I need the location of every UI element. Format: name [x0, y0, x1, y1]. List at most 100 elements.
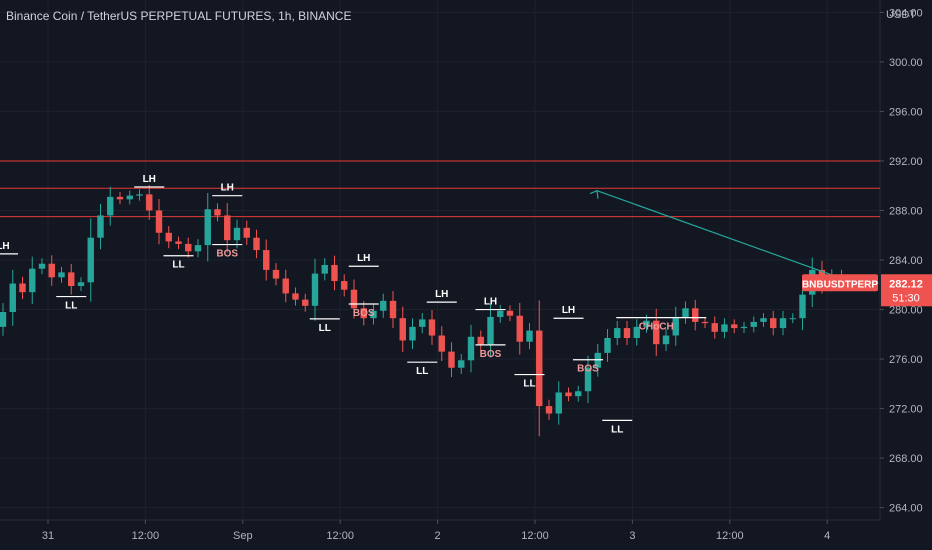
- time-axis[interactable]: 31 12:00 Sep 12:00 2 12:00 3 12:00 4: [42, 520, 830, 542]
- candle-body: [97, 215, 104, 238]
- y-tick-label: 304.00: [889, 7, 923, 19]
- candle-body: [253, 237, 260, 251]
- candle-body: [243, 227, 250, 238]
- annotation-lh: LH: [221, 183, 234, 194]
- y-tick-label: 268.00: [889, 453, 923, 465]
- candle-body: [584, 367, 592, 392]
- candle-body: [116, 196, 124, 200]
- candle-body: [155, 210, 163, 233]
- annotation-ll: LL: [416, 366, 428, 377]
- candle-body: [555, 392, 562, 414]
- chart-title: Binance Coin / TetherUS PERPETUAL FUTURE…: [6, 9, 352, 23]
- candle-body: [516, 315, 523, 342]
- candle-body: [126, 195, 133, 200]
- candle-body: [662, 335, 670, 345]
- candle-body: [682, 308, 689, 317]
- annotation-ll: LL: [523, 379, 535, 390]
- annotation-lh: LH: [484, 297, 497, 308]
- candle-body: [409, 326, 416, 341]
- candle-body: [789, 318, 796, 320]
- candle-body: [58, 272, 65, 278]
- candle-body: [487, 316, 494, 345]
- annotation-lh: LH: [435, 289, 448, 300]
- candle-body: [633, 326, 640, 338]
- y-tick-label: 284.00: [889, 255, 923, 267]
- price-tag-value: 282.12: [889, 278, 923, 290]
- y-tick-label: 292.00: [889, 156, 923, 168]
- x-tick-label: 3: [629, 530, 635, 542]
- candle-body: [575, 391, 582, 397]
- candle-body: [545, 406, 553, 414]
- candle-body: [731, 324, 738, 329]
- annotation-bos: BOS: [216, 249, 238, 260]
- candle-body: [302, 299, 309, 306]
- annotation-ll: LL: [319, 323, 331, 334]
- candle-body: [760, 318, 767, 322]
- candle-body: [389, 300, 397, 319]
- resistance-zone-lines: [0, 160, 880, 218]
- arrow-shaft: [596, 190, 850, 282]
- candle-body: [740, 326, 748, 329]
- x-tick-label: 4: [824, 530, 830, 542]
- price-axis[interactable]: 264.00 268.00 272.00 276.00 280.00 284.00 288.…: [880, 7, 923, 515]
- candle-body: [341, 281, 348, 290]
- y-tick-label: 280.00: [889, 305, 923, 317]
- candle-body: [87, 237, 94, 283]
- candle-body: [711, 323, 718, 332]
- candle-body: [194, 245, 202, 252]
- candle-body: [136, 194, 143, 196]
- annotation-lh: LH: [0, 241, 10, 252]
- symbol-tag-text: BNBUSDTPERP: [802, 279, 878, 290]
- candle-body: [185, 243, 192, 252]
- candle-body: [282, 278, 289, 294]
- candle-body: [48, 263, 55, 278]
- candle-body: [9, 283, 16, 312]
- candle-body: [458, 360, 465, 368]
- y-tick-label: 276.00: [889, 354, 923, 366]
- candle-body: [224, 215, 231, 241]
- y-tick-label: 264.00: [889, 503, 923, 515]
- candle-body: [272, 269, 280, 279]
- x-tick-label: Sep: [233, 530, 253, 542]
- x-tick-label: 12:00: [326, 530, 354, 542]
- annotation-bos: BOS: [577, 364, 599, 375]
- annotation-ll: LL: [611, 424, 623, 435]
- candle-body: [477, 336, 484, 345]
- candle-body: [321, 264, 328, 274]
- projection-arrow: [589, 189, 850, 282]
- annotation-bos: BOS: [353, 308, 375, 319]
- candle-body: [360, 308, 367, 319]
- candle-body: [204, 209, 211, 246]
- candle-body: [19, 283, 26, 293]
- x-tick-label: 12:00: [132, 530, 160, 542]
- annotation-ll: LL: [172, 260, 184, 271]
- candle-body: [38, 263, 46, 269]
- annotation-choch: CHoCH: [639, 322, 674, 333]
- candle-body: [799, 294, 806, 319]
- candle-body: [311, 273, 319, 306]
- y-tick-label: 272.00: [889, 404, 923, 416]
- annotation-bos: BOS: [480, 349, 502, 360]
- candle-body: [77, 282, 85, 286]
- candle-body: [292, 293, 299, 300]
- candle-body: [467, 336, 475, 361]
- candle-body: [0, 312, 7, 327]
- candle-body: [643, 320, 650, 327]
- annotation-lh: LH: [357, 253, 370, 264]
- candle-body: [107, 196, 114, 216]
- structure-annotations: LH LL LH LL LH BOS LH BOS LL LH LL LH BOS LL LH BOS CHoC…: [0, 174, 880, 435]
- y-tick-label: 288.00: [889, 205, 923, 217]
- candle-body: [165, 232, 172, 242]
- symbol-tag-bg: [802, 274, 878, 292]
- candle-body: [428, 319, 436, 336]
- price-tag-countdown: 51:30: [892, 292, 920, 304]
- candle-body: [350, 289, 358, 309]
- candle-body: [604, 338, 611, 353]
- last-price-tag: BNBUSDTPERP 282.12 51:30: [802, 274, 932, 307]
- candle-body: [692, 308, 699, 322]
- candle-body: [448, 351, 455, 368]
- candle-body: [750, 321, 757, 327]
- candle-body: [497, 310, 504, 317]
- candle-body: [175, 241, 182, 244]
